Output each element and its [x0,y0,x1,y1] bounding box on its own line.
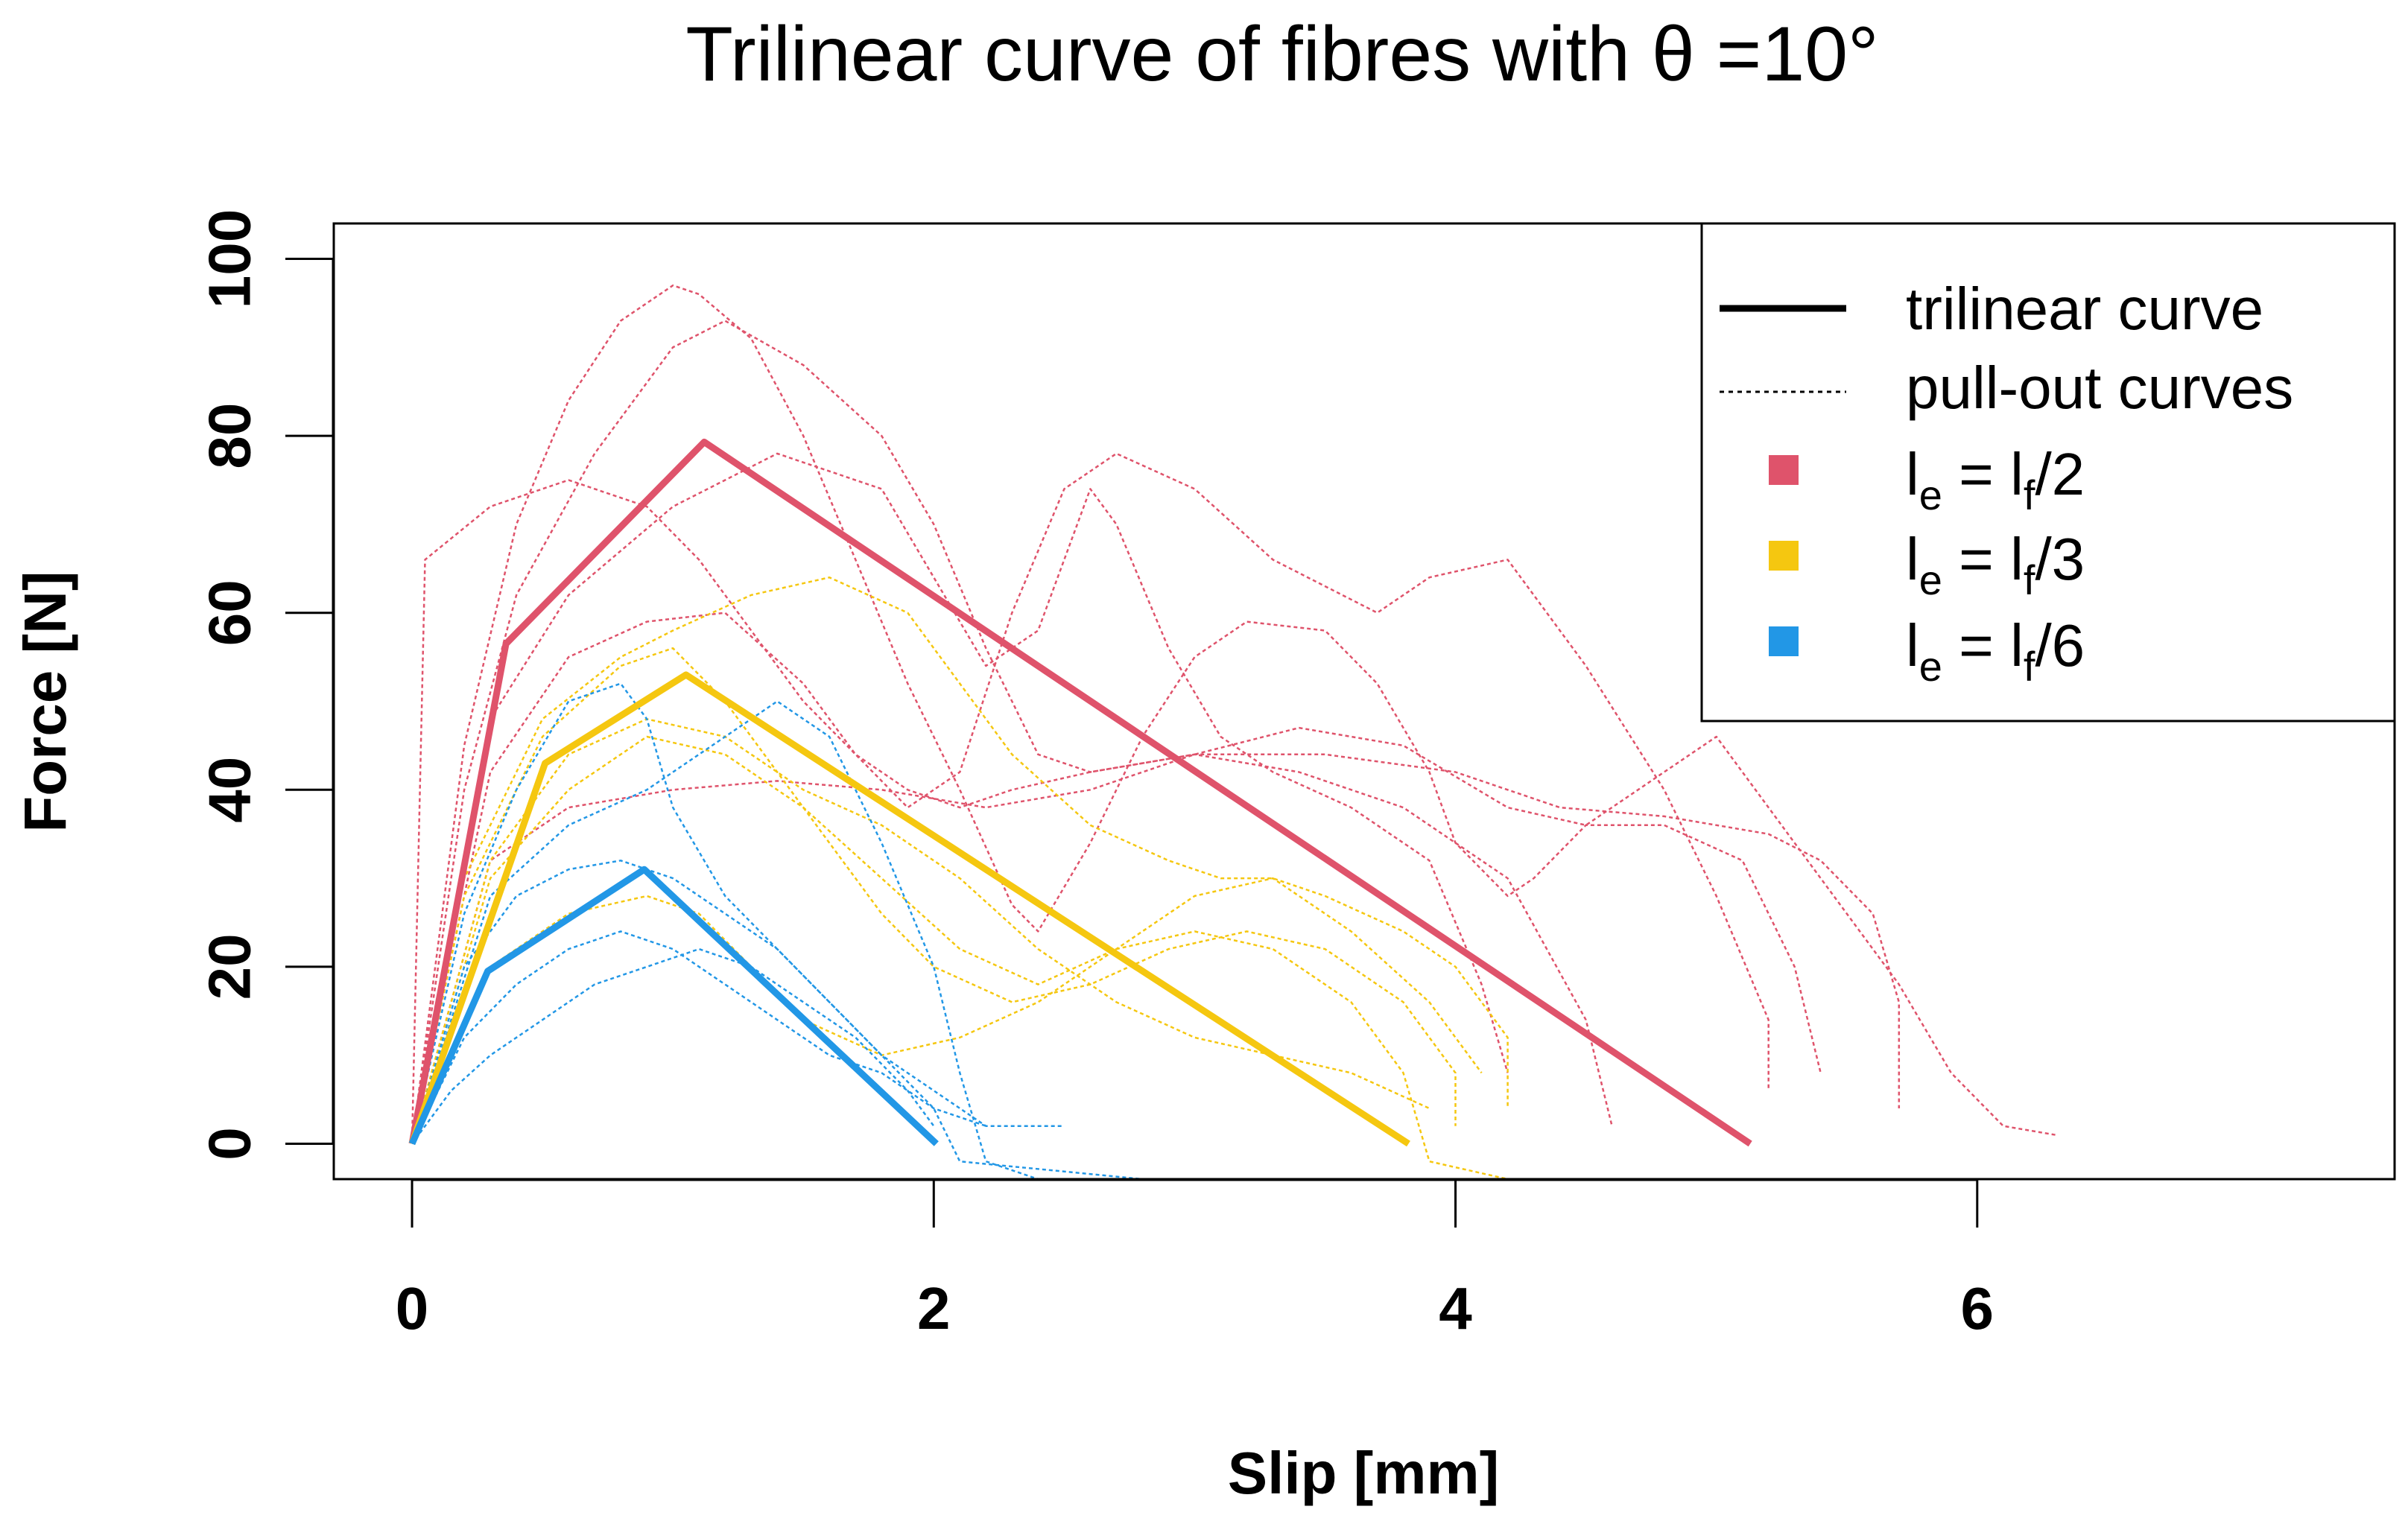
legend-pullout-label: pull-out curves [1906,355,2293,421]
x-axis-label: Slip [mm] [1228,1440,1499,1506]
y-axis: 0 20 40 60 80 100 [197,209,335,1161]
pullout-series-14 [411,860,1065,1144]
y-tick-label: 80 [197,403,263,469]
pullout-series-16 [411,682,1143,1181]
pullout-series-10 [411,647,1457,1144]
legend: trilinear curve pull-out curves le = lf/… [1700,222,2396,723]
pullout-series-6 [411,726,2056,1144]
legend-swatch-lf3 [1769,541,1799,571]
pullout-series-12 [411,718,1430,1144]
y-tick-label: 100 [197,209,263,308]
pullout-series-11 [411,895,1508,1181]
pullout-series-7 [411,452,1509,1144]
pullout-series-17 [411,930,986,1145]
y-tick-label: 0 [197,1127,263,1161]
pullout-series-5 [411,320,1901,1144]
pullout-series-8 [411,452,1769,1144]
legend-trilinear-label: trilinear curve [1906,276,2263,342]
trilinear-series-2 [408,866,939,1146]
pullout-series-3 [411,479,1613,1144]
trilinear-series-0 [408,438,1752,1147]
x-tick-label: 2 [917,1275,951,1342]
pullout-series-13 [411,735,1483,1144]
pull-out-curves [411,284,2056,1181]
x-tick-label: 4 [1439,1275,1472,1342]
pullout-series-15 [411,700,1039,1181]
pullout-series-9 [411,576,1509,1144]
legend-label-lf2: le = lf/2 [1906,441,2085,518]
x-axis: 0 2 4 6 [396,1178,1994,1342]
y-tick-label: 60 [197,580,263,646]
y-tick-label: 20 [197,933,263,1000]
legend-label-lf6: le = lf/6 [1906,612,2085,690]
pullout-series-18 [411,947,935,1145]
legend-swatch-lf2 [1769,455,1799,485]
x-tick-label: 0 [396,1275,429,1342]
legend-label-lf3: le = lf/3 [1906,526,2085,603]
y-tick-label: 40 [197,757,263,823]
legend-swatch-lf6 [1769,626,1799,656]
pullout-series-4 [411,284,1822,1144]
y-axis-label: Force [N] [12,571,78,832]
x-tick-label: 6 [1961,1275,1994,1342]
trilinear-curves [408,438,1752,1147]
chart-title: Trilinear curve of fibres with θ =10° [685,11,1878,98]
trilinear-series-1 [408,671,1410,1147]
